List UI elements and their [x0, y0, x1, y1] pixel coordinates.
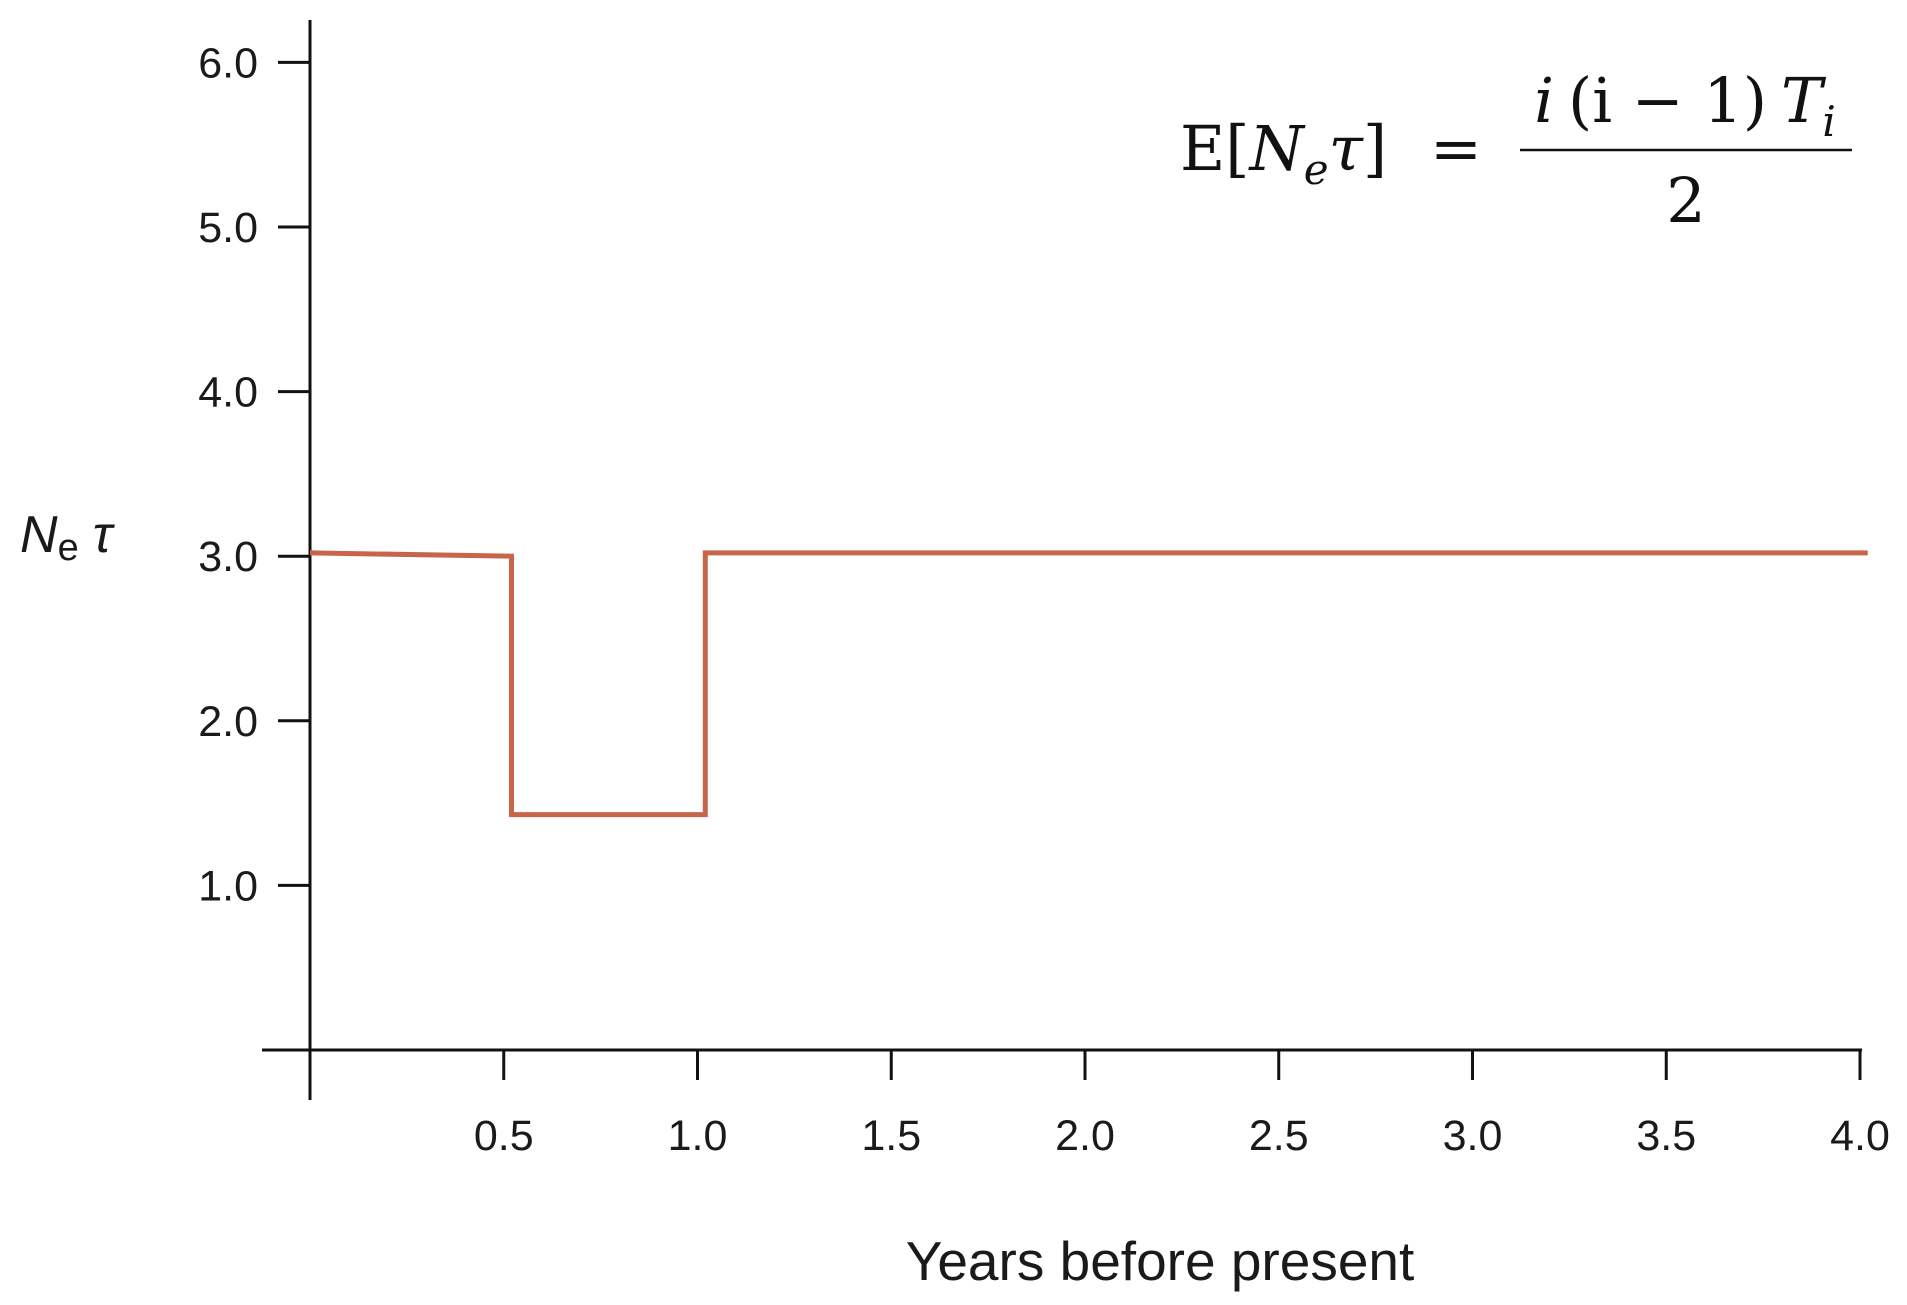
x-tick-label: 4.0: [1830, 1112, 1890, 1160]
formula-lhs-N: N: [1247, 112, 1306, 185]
formula-equals: =: [1430, 112, 1482, 185]
x-tick-label: 0.5: [474, 1112, 534, 1160]
formula-lhs-E: E[: [1180, 112, 1249, 185]
formula-lhs-e: e: [1304, 145, 1329, 194]
y-ticks: 1.0 2.0 3.0 4.0 5.0 6.0: [198, 39, 310, 910]
y-tick-label: 6.0: [198, 39, 258, 87]
formula-lhs-close: ]: [1363, 112, 1387, 185]
y-tick-label: 1.0: [198, 862, 258, 910]
formula-num-T: T: [1781, 64, 1827, 137]
formula-numerator: i (i − 1) Ti: [1534, 64, 1836, 146]
series-line: [309, 550, 1868, 818]
x-axis-title: Years before present: [906, 1230, 1415, 1292]
formula-num-i: i: [1534, 64, 1554, 137]
x-tick-label: 2.0: [1055, 1112, 1115, 1160]
formula-num-paren: (i − 1): [1568, 64, 1767, 137]
formula-annotation: E[Neτ] = i (i − 1) Ti 2: [1180, 64, 1852, 237]
y-axis-label: Ne τ: [20, 506, 116, 569]
y-axis-label-main: N: [20, 506, 58, 564]
y-tick-label: 2.0: [198, 698, 258, 746]
y-tick-label: 4.0: [198, 369, 258, 417]
x-tick-label: 3.5: [1636, 1112, 1696, 1160]
y-axis-label-sub: e: [58, 527, 79, 569]
formula-lhs: E[Neτ]: [1180, 112, 1387, 194]
y-tick-label: 3.0: [198, 533, 258, 581]
x-tick-label: 1.5: [861, 1112, 921, 1160]
series-layer: [309, 550, 1868, 818]
y-tick-label: 5.0: [198, 204, 258, 252]
x-ticks: 0.5 1.0 1.5 2.0 2.5 3.0 3.5 4.0: [308, 1050, 1890, 1160]
formula-lhs-tau: τ: [1329, 112, 1365, 185]
formula-denominator: 2: [1666, 164, 1705, 237]
x-tick-label: 1.0: [668, 1112, 728, 1160]
x-tick-label: 2.5: [1249, 1112, 1309, 1160]
y-axis-label-tail: τ: [93, 506, 116, 564]
x-tick-label: 3.0: [1443, 1112, 1503, 1160]
formula-num-Tsub: i: [1822, 97, 1835, 146]
